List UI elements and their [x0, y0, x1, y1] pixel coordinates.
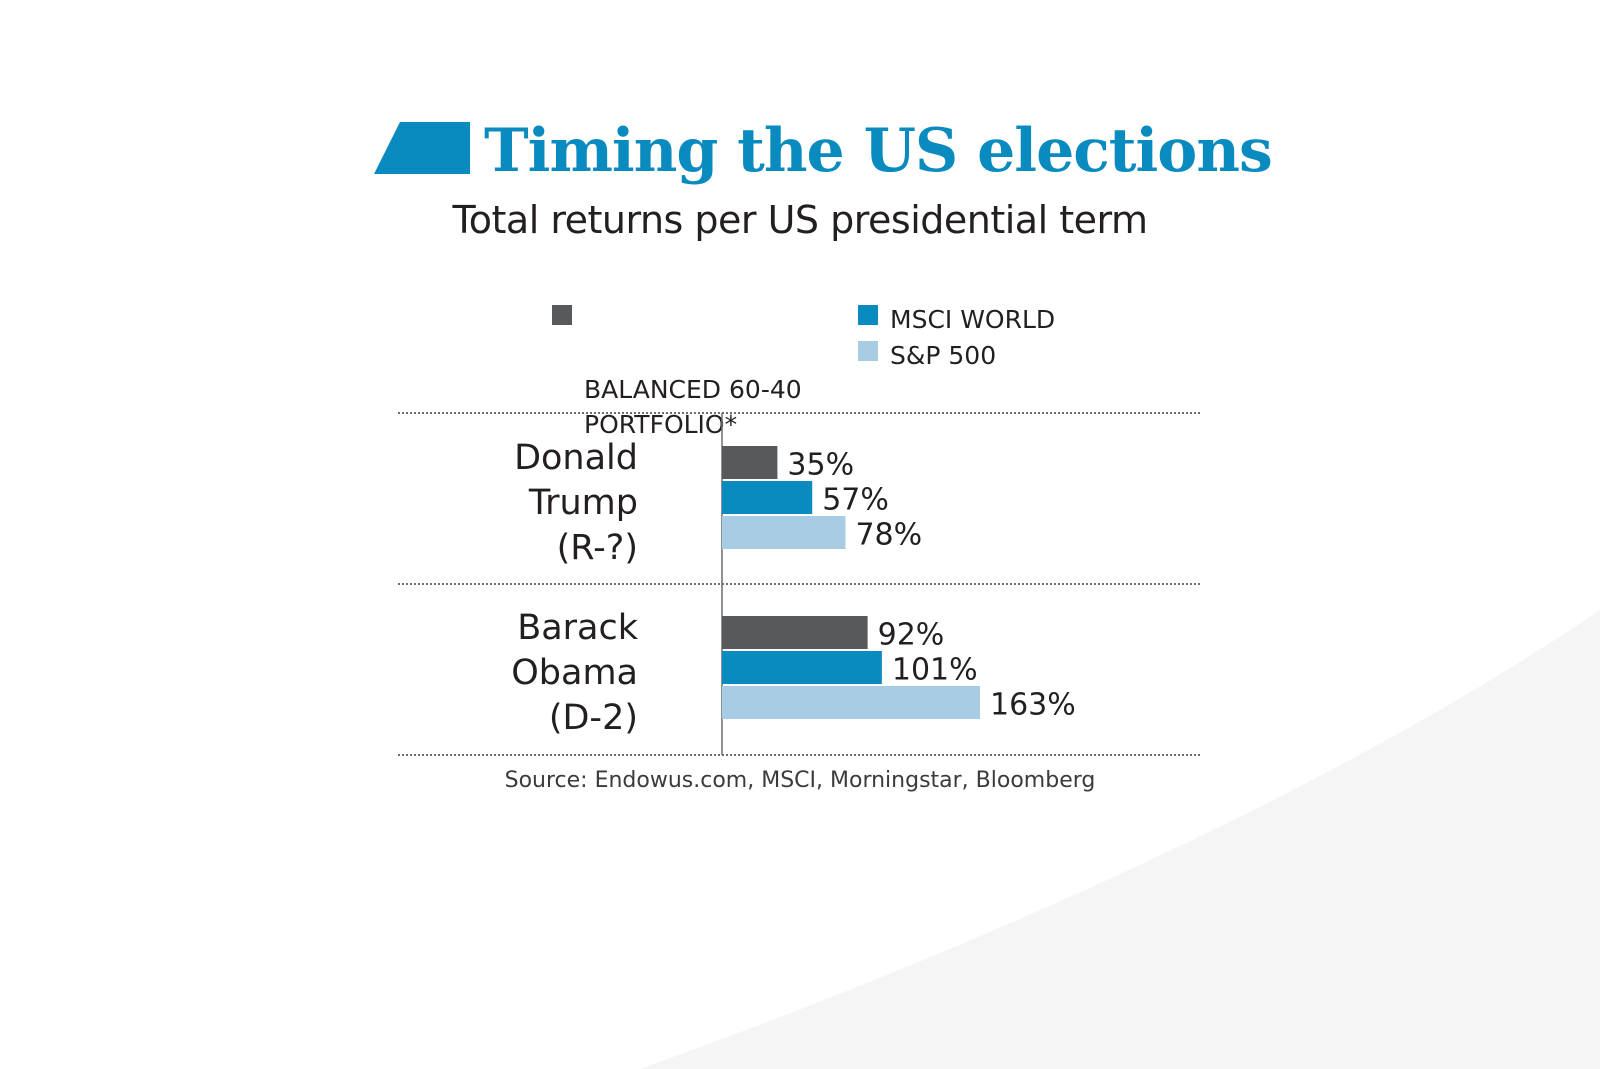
bar-obama-msci [722, 651, 882, 684]
legend-item-sp500: S&P 500 [858, 338, 997, 373]
bar-trump-sp500 [722, 516, 846, 549]
data-label-obama-sp500: 163% [990, 688, 1076, 723]
title-accent-icon [374, 122, 470, 174]
legend-label-msci: MSCI WORLD [890, 305, 1056, 334]
legend-swatch-sp500 [858, 341, 878, 361]
bar-trump-balanced [722, 446, 778, 479]
category-label-trump: Donald Trump (R-?) [514, 438, 638, 568]
bar-trump-msci [722, 481, 813, 514]
legend-label-balanced: BALANCED 60-40 PORTFOLIO* [584, 375, 802, 439]
bar-obama-sp500 [722, 686, 980, 719]
legend-label-sp500: S&P 500 [890, 341, 997, 370]
chart-subtitle: Total returns per US presidential term [452, 198, 1148, 242]
chart-title: Timing the US elections [484, 116, 1273, 186]
data-label-obama-msci: 101% [892, 653, 978, 688]
legend-swatch-balanced [552, 305, 572, 325]
category-label-obama: Barack Obama (D-2) [511, 608, 638, 738]
legend-swatch-msci [858, 305, 878, 325]
legend-item-balanced: BALANCED 60-40 PORTFOLIO* [552, 302, 802, 442]
data-label-trump-msci: 57% [822, 483, 889, 518]
data-label-trump-balanced: 35% [787, 448, 854, 483]
legend-item-msci: MSCI WORLD [858, 302, 1056, 337]
source-note: Source: Endowus.com, MSCI, Morningstar, … [504, 768, 1096, 793]
bar-obama-balanced [722, 616, 868, 649]
data-label-obama-balanced: 92% [878, 618, 945, 653]
data-label-trump-sp500: 78% [855, 518, 922, 553]
